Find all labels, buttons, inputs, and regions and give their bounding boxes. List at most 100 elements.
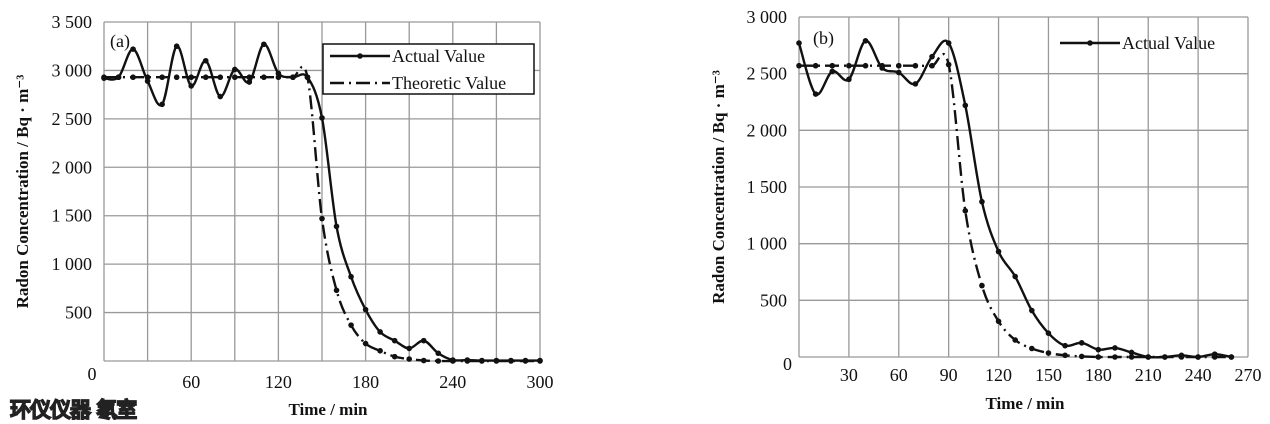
data-point (261, 41, 267, 48)
data-point (1062, 352, 1068, 359)
data-point (377, 348, 383, 354)
y-tick-label: 1 000 (747, 234, 788, 254)
data-point (479, 357, 485, 364)
data-point (450, 357, 456, 363)
data-point (435, 358, 442, 364)
data-point (962, 208, 969, 214)
data-point (537, 357, 543, 364)
data-point (812, 91, 819, 97)
x-tick-label: 120 (265, 372, 292, 392)
data-point (1112, 345, 1118, 351)
data-point (1078, 340, 1085, 346)
legend-label: Actual Value (392, 46, 485, 66)
data-point (846, 62, 852, 69)
y-tick-label: 2 500 (747, 64, 788, 84)
data-point (812, 62, 819, 69)
data-point (362, 306, 369, 313)
data-point (232, 74, 238, 81)
data-point (522, 357, 529, 364)
x-tick-label: 180 (352, 372, 379, 392)
data-point (130, 74, 136, 81)
data-point (945, 40, 952, 46)
data-point (493, 357, 500, 364)
data-point (246, 79, 253, 85)
data-point (275, 70, 282, 77)
legend: Actual Value (1060, 33, 1215, 53)
y-tick-label: 0 (783, 354, 792, 374)
x-tick-label: 30 (840, 365, 858, 385)
y-tick-label: 2 000 (747, 120, 788, 140)
data-point (333, 223, 340, 230)
data-point (1029, 307, 1035, 314)
data-point (1012, 337, 1018, 343)
data-point (1045, 330, 1052, 337)
data-point (508, 357, 514, 364)
legend-marker (1087, 40, 1093, 46)
x-tick-label: 240 (1185, 365, 1212, 385)
y-axis-title: Radon Concentration / Bq · m⁻³ (13, 75, 32, 309)
y-tick-label: 3 000 (747, 7, 788, 27)
data-point (862, 62, 869, 69)
data-point (862, 38, 869, 44)
data-point (1145, 354, 1152, 360)
data-point (173, 74, 180, 81)
x-tick-label: 90 (940, 365, 958, 385)
data-point (1178, 352, 1185, 359)
y-tick-label: 500 (65, 303, 92, 323)
x-tick-label: 300 (527, 372, 554, 392)
data-point (377, 329, 383, 335)
data-point (115, 74, 122, 81)
x-tick-label: 150 (1035, 365, 1062, 385)
data-point (1162, 354, 1168, 360)
legend: Actual Value Theoretic Value (322, 43, 535, 95)
data-point (464, 357, 471, 363)
chart-panel-a: 500 1 000 1 500 2 000 2 500 3 000 3 500 0 60 120 1… (13, 12, 554, 419)
y-axis-title: Radon Concentration / Bq · m⁻³ (709, 70, 728, 304)
data-point (319, 215, 325, 222)
data-point (979, 198, 985, 205)
data-point (1062, 342, 1068, 349)
series-line-theoretic (799, 53, 1232, 359)
data-point (420, 337, 427, 344)
legend-box (322, 43, 535, 95)
data-point (159, 101, 165, 108)
data-point (188, 83, 194, 89)
data-point (290, 74, 296, 81)
y-tick-label: 1 500 (52, 206, 93, 226)
data-point (1095, 354, 1102, 360)
data-point (101, 75, 107, 81)
data-point (319, 115, 325, 121)
x-tick-label: 0 (88, 364, 97, 384)
series-line-actual (797, 39, 1232, 359)
data-point (796, 40, 802, 46)
data-point (995, 248, 1002, 255)
data-point (391, 353, 398, 360)
x-tick-label: 180 (1085, 365, 1112, 385)
data-point (202, 57, 209, 64)
data-point (979, 282, 985, 289)
data-point (406, 345, 413, 352)
data-point (304, 74, 311, 81)
x-tick-label: 240 (439, 372, 466, 392)
x-axis-title: Time / min (985, 394, 1065, 413)
data-point (173, 43, 180, 50)
data-point (333, 287, 340, 294)
data-point (348, 273, 354, 280)
data-point (217, 93, 224, 100)
data-point (962, 102, 969, 109)
x-tick-label: 60 (890, 365, 908, 385)
data-point (232, 66, 238, 73)
y-tick-label: 3 500 (52, 12, 93, 32)
data-point (1029, 345, 1035, 352)
chart-panel-b: 0 500 1 000 1 500 2 000 2 500 3 000 30 60 90 120 15… (709, 7, 1262, 413)
data-point (929, 62, 935, 69)
data-point (1078, 353, 1085, 360)
data-point (348, 322, 354, 328)
data-point (1095, 346, 1102, 353)
legend-marker (357, 53, 363, 59)
y-tick-label: 1 000 (52, 254, 93, 274)
data-point (159, 74, 165, 81)
data-point (188, 74, 194, 81)
data-point (362, 340, 369, 347)
